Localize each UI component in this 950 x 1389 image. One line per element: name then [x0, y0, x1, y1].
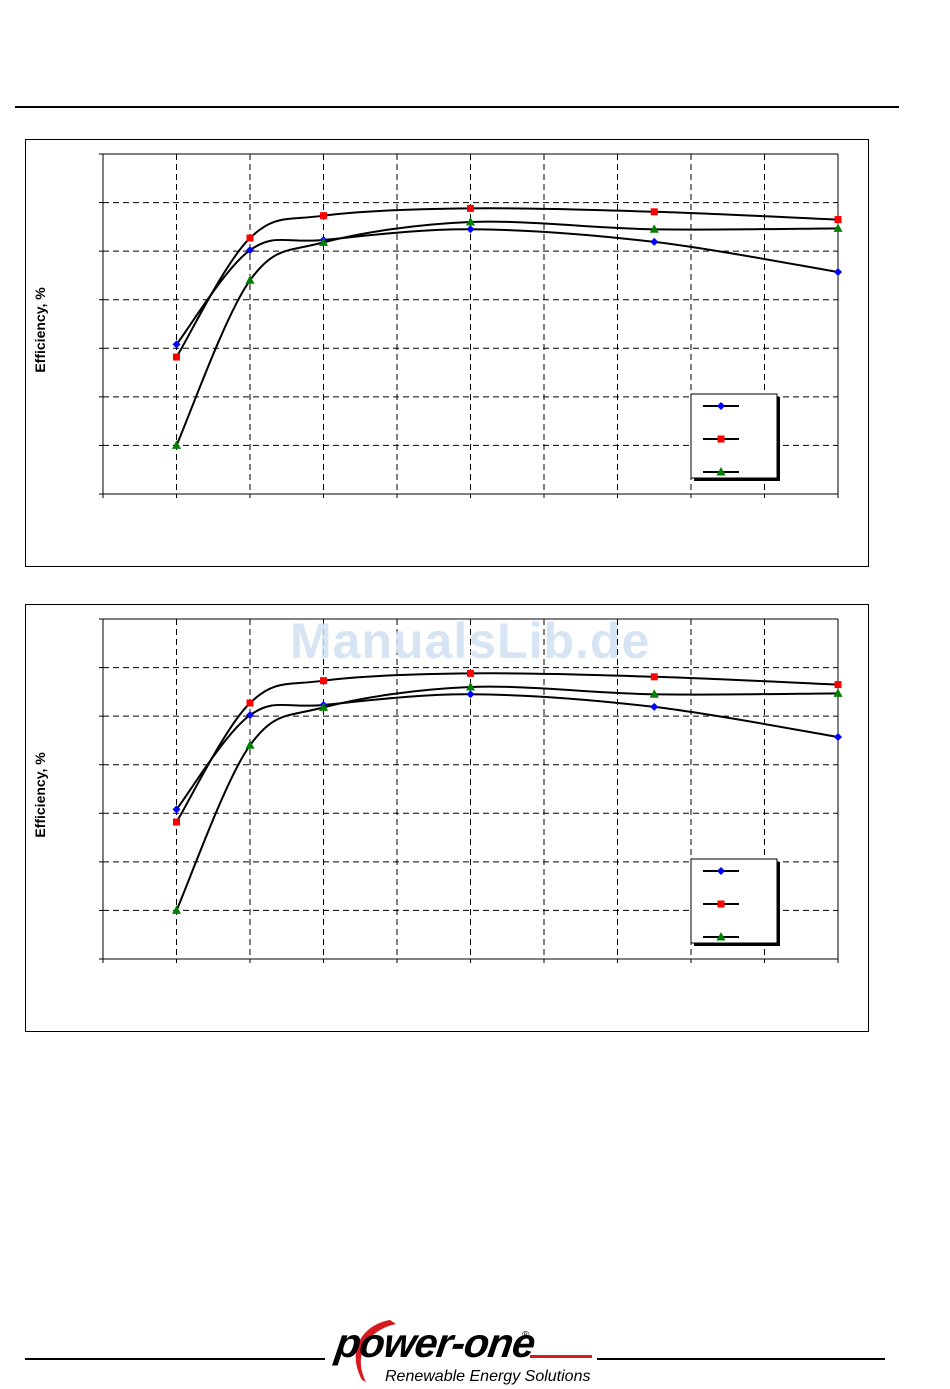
series-1-markers [172, 690, 842, 814]
series-3-markers [172, 217, 843, 449]
footer-rule-right [597, 1358, 885, 1360]
series-3-point [245, 740, 255, 749]
legend-marker-3-shape [716, 467, 726, 476]
series-2-point [246, 699, 254, 707]
series-2-point [834, 216, 842, 224]
y-axis-label: Efficiency, % [32, 287, 48, 373]
series-2-point [173, 818, 180, 826]
series-2-point [834, 681, 842, 689]
legend-marker-2 [717, 435, 725, 443]
series-3-point [245, 275, 255, 284]
series-1-markers [172, 225, 842, 349]
series-3-point [833, 688, 843, 697]
series-2-point [246, 234, 254, 242]
legend-marker-2-shape [717, 435, 725, 443]
series-2-point [320, 677, 327, 685]
efficiency-chart-1: Efficiency, % [25, 139, 869, 567]
series-1-point [650, 702, 659, 711]
series-2-point [467, 204, 474, 212]
series-2-line [175, 207, 839, 358]
footer-rule-left [25, 1358, 325, 1360]
y-axis-label: Efficiency, % [32, 752, 48, 838]
legend-marker-3 [716, 932, 726, 941]
watermark: ManualsLib.de [290, 613, 651, 669]
chart-1-svg: Efficiency, % [32, 153, 843, 498]
chart-2-svg: Efficiency, % [32, 618, 843, 963]
series-1-line [175, 228, 839, 346]
series-3-line [175, 685, 839, 911]
legend-box [690, 858, 778, 944]
series-3-markers [172, 682, 843, 914]
legend-marker-1 [717, 402, 725, 410]
legend-marker-1-shape [717, 402, 725, 410]
logo-wordmark: power-one [332, 1320, 538, 1366]
series-2-point [467, 669, 474, 677]
series-2-point [320, 212, 327, 220]
series-2-point [650, 208, 658, 216]
series-3-point [466, 682, 475, 691]
legend-marker-2 [717, 900, 725, 908]
series-1-point [834, 733, 842, 742]
legend-marker-3-shape [716, 932, 726, 941]
series-1-point [246, 711, 254, 720]
logo-red-line [530, 1355, 592, 1358]
series-2-markers [173, 669, 842, 826]
series-2-point [650, 673, 658, 681]
series-3-point [319, 702, 328, 711]
series-1-point [246, 246, 254, 255]
logo-swoosh-icon [355, 1320, 396, 1382]
series-1-point [466, 225, 475, 234]
series-3-point [319, 237, 328, 246]
series-3-point [172, 905, 181, 914]
series-1-point [834, 268, 842, 277]
series-1-point [466, 690, 475, 699]
legend-marker-2-shape [717, 900, 725, 908]
series-3-point [649, 689, 659, 698]
legend-box [690, 393, 778, 479]
series-1-point [172, 340, 181, 349]
logo-tagline: Renewable Energy Solutions [385, 1368, 591, 1385]
header-rule [15, 106, 899, 108]
series-1-line [175, 693, 839, 811]
series-3-point [466, 217, 475, 226]
series-3-point [649, 224, 659, 233]
series-1-point [650, 237, 659, 246]
series-3-point [172, 440, 181, 449]
legend-marker-1-shape [717, 867, 725, 875]
series-3-point [833, 223, 843, 232]
series-2-point [173, 353, 180, 361]
legend-marker-3 [716, 467, 726, 476]
series-2-line [175, 672, 839, 823]
legend-marker-1 [717, 867, 725, 875]
efficiency-chart-2: Efficiency, % [25, 604, 869, 1032]
series-1-point [172, 805, 181, 814]
power-one-logo: power-one ® Renewable Energy Solutions [330, 1318, 595, 1389]
logo-registered-mark: ® [522, 1330, 530, 1341]
series-2-markers [173, 204, 842, 361]
series-3-line [175, 220, 839, 446]
